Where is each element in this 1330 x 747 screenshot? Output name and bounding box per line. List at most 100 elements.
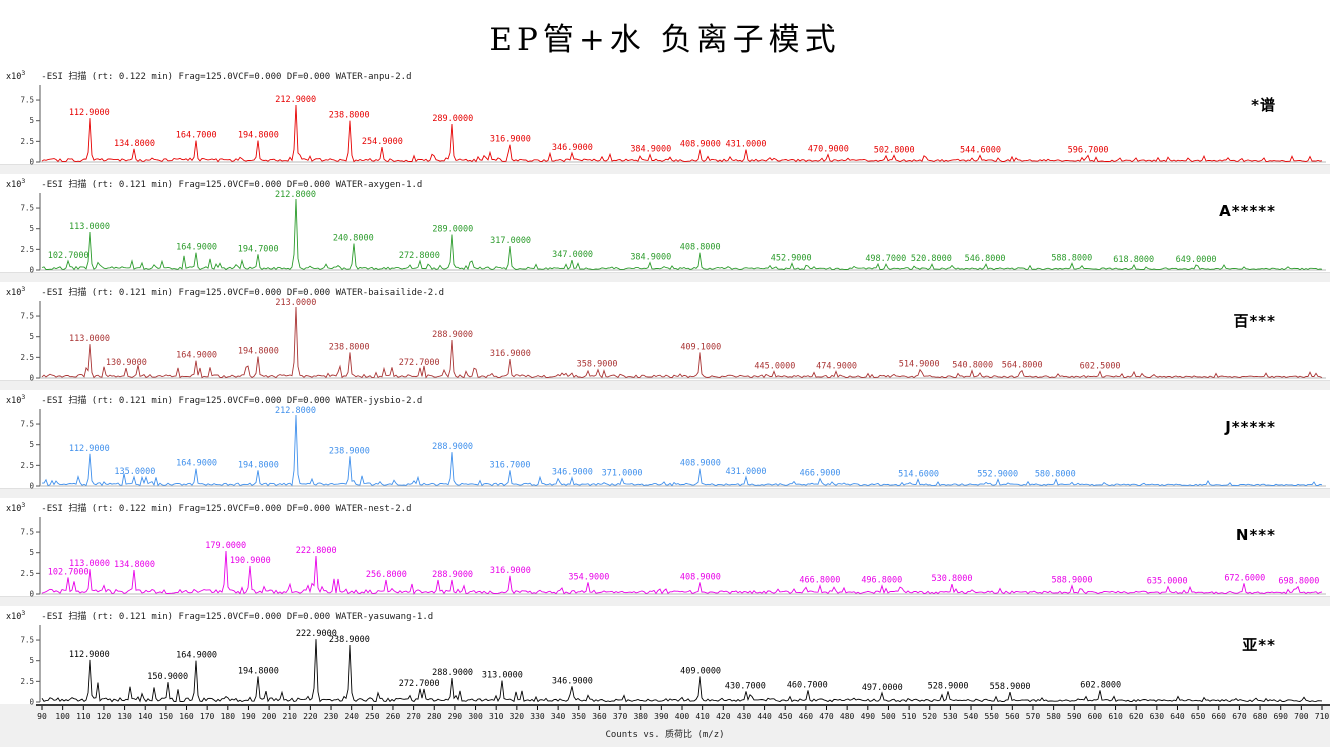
spectrum-plot-1[interactable]: 7.5 5 2.5 0 112.9000 134.8000 164.7000 194.8000… [0, 82, 1330, 167]
peak-label: 602.8000 [1080, 680, 1121, 690]
peak-label: 212.8000 [275, 406, 316, 416]
peak-label: 135.0000 [114, 467, 155, 477]
peak-label: 288.9000 [432, 330, 473, 340]
y-tick-label: 7.5 [20, 636, 34, 645]
x-tick-label: 620 [1129, 712, 1144, 721]
peak-label: 649.0000 [1176, 255, 1217, 265]
spectrum-trace [41, 104, 1323, 163]
x-tick-label: 360 [592, 712, 607, 721]
peak-label: 384.9000 [630, 253, 671, 263]
x-tick-label: 710 [1315, 712, 1330, 721]
peak-label: 238.9000 [329, 446, 370, 456]
peak-label: 102.7000 [48, 568, 89, 578]
peak-label: 256.8000 [366, 570, 407, 580]
x-tick-label: 610 [1108, 712, 1123, 721]
peak-label: 384.9000 [630, 145, 671, 155]
peak-label: 354.9000 [568, 572, 609, 582]
panel-separator [0, 380, 1330, 390]
x-tick-label: 670 [1232, 712, 1247, 721]
peak-label: 240.8000 [333, 234, 374, 244]
page-title: EP管+水 负离子模式 [489, 22, 841, 58]
x-tick-label: 490 [861, 712, 876, 721]
peak-label: 371.0000 [602, 469, 643, 479]
peak-label: 544.6000 [960, 145, 1001, 155]
x-tick-label: 460 [799, 712, 814, 721]
peak-label: 316.9000 [490, 349, 531, 359]
peak-label: 466.8000 [799, 576, 840, 586]
y-tick-label: 2.5 [20, 353, 34, 362]
peak-label: 288.9000 [432, 668, 473, 678]
peak-label: 564.8000 [1002, 361, 1043, 371]
peak-label: 288.9000 [432, 570, 473, 580]
peak-label: 238.9000 [329, 635, 370, 645]
peak-label: 288.9000 [432, 442, 473, 452]
peak-label: 194.8000 [238, 460, 279, 470]
spectrum-trace [41, 550, 1323, 595]
x-tick-label: 450 [778, 712, 793, 721]
peak-label: 272.8000 [399, 251, 440, 261]
x-tick-label: 330 [530, 712, 545, 721]
x-tick-label: 600 [1088, 712, 1103, 721]
x-tick-label: 560 [1005, 712, 1020, 721]
panel-header: x103 -ESI 扫描 (rt: 0.122 min) Frag=125.0VC… [0, 66, 1330, 82]
sample-label-6: 亚** [1242, 636, 1276, 654]
x-tick-label: 130 [117, 712, 132, 721]
y-tick-label: 0 [29, 266, 34, 275]
peak-label: 408.9000 [680, 140, 721, 150]
y-tick-label: 5 [29, 548, 34, 557]
spectrum-plot-2[interactable]: 7.5 5 2.5 0 102.7000 113.0000 164.9000 194.7000… [0, 190, 1330, 275]
sample-label-1: *谱 [1251, 96, 1276, 114]
peak-label: 112.9000 [69, 650, 110, 660]
peak-label: 530.8000 [932, 574, 973, 584]
peak-label: 635.0000 [1147, 577, 1188, 587]
y-tick-label: 0 [29, 374, 34, 383]
panel-separator [0, 596, 1330, 606]
x-axis: 90 100 110 120 130 140 150 160 170 180 190 200 210 22… [36, 704, 1330, 721]
panel-header: x103 -ESI 扫描 (rt: 0.121 min) Frag=125.0VC… [0, 174, 1330, 190]
spectrum-header-text: -ESI 扫描 (rt: 0.121 min) Frag=125.0VCF=0.… [41, 288, 444, 298]
peak-label: 316.7000 [490, 460, 531, 470]
peak-label: 588.8000 [1051, 253, 1092, 263]
spectrum-panel-2: x103 -ESI 扫描 (rt: 0.121 min) Frag=125.0VC… [0, 174, 1330, 282]
spectrum-plot-4[interactable]: 7.5 5 2.5 0 112.9000 135.0000 164.9000 194.8000… [0, 406, 1330, 491]
sample-label-3: 百*** [1233, 312, 1276, 330]
peak-label: 212.9000 [275, 95, 316, 105]
peak-label: 194.8000 [238, 347, 279, 357]
peak-label: 130.9000 [106, 358, 147, 368]
peak-label: 179.0000 [205, 541, 246, 551]
y-tick-label: 5 [29, 224, 34, 233]
peak-label: 528.9000 [928, 681, 969, 691]
peak-label: 134.8000 [114, 139, 155, 149]
x-tick-label: 680 [1253, 712, 1268, 721]
x-tick-label: 430 [737, 712, 752, 721]
panel-separator [0, 488, 1330, 498]
spectrum-plot-3[interactable]: 7.5 5 2.5 0 113.0000 130.9000 164.9000 194.8000… [0, 298, 1330, 383]
peak-label: 672.6000 [1224, 573, 1265, 583]
peak-label: 408.9000 [680, 572, 721, 582]
x-tick-label: 440 [757, 712, 772, 721]
x-tick-label: 110 [76, 712, 91, 721]
peak-label: 409.1000 [680, 342, 721, 352]
x-tick-label: 250 [365, 712, 380, 721]
y-tick-label: 0 [29, 698, 34, 707]
panel-header: x103 -ESI 扫描 (rt: 0.121 min) Frag=125.0VC… [0, 282, 1330, 298]
peak-label: 698.8000 [1278, 577, 1319, 587]
x-tick-label: 340 [551, 712, 566, 721]
x-tick-label: 480 [840, 712, 855, 721]
peak-label: 112.9000 [69, 108, 110, 118]
spectrum-plot-6[interactable]: 7.5 5 2.5 0 112.9000 150.9000 164.9000 194.8000… [0, 622, 1330, 707]
x-tick-label: 170 [200, 712, 215, 721]
y-tick-label: 5 [29, 332, 34, 341]
spectrum-panel-5: x103 -ESI 扫描 (rt: 0.122 min) Frag=125.0VC… [0, 498, 1330, 606]
y-axis-scale-label: x103 [6, 393, 26, 406]
x-tick-label: 120 [97, 712, 112, 721]
y-tick-label: 2.5 [20, 461, 34, 470]
x-tick-label: 580 [1046, 712, 1061, 721]
peak-label: 134.8000 [114, 560, 155, 570]
x-tick-label: 320 [510, 712, 525, 721]
x-tick-label: 400 [675, 712, 690, 721]
x-tick-label: 470 [819, 712, 834, 721]
peak-label: 212.8000 [275, 190, 316, 200]
x-tick-label: 210 [283, 712, 298, 721]
